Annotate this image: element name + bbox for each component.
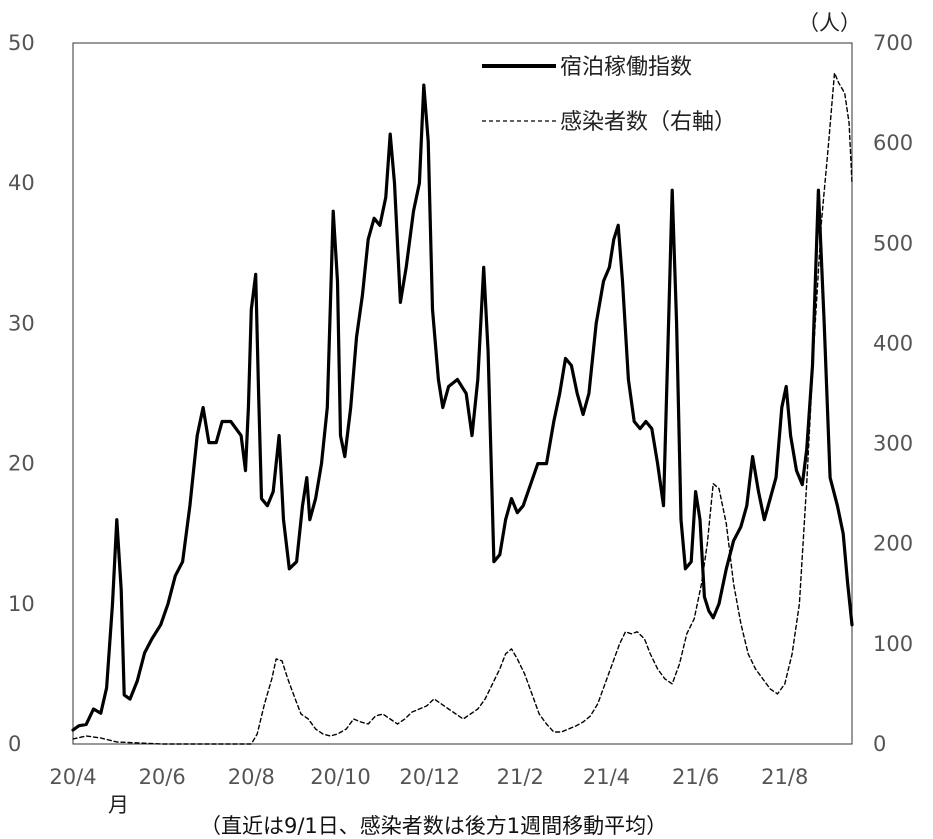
left-tick-label: 20	[8, 452, 35, 476]
x-tick-label: 20/6	[139, 765, 186, 789]
right-axis-unit-label: （人）	[798, 11, 861, 35]
legend-label-infections: 感染者数（右軸）	[560, 110, 736, 135]
occupancy-series-line	[71, 83, 854, 732]
x-tick-label: 21/8	[761, 765, 808, 789]
x-tick-label: 20/4	[49, 765, 96, 789]
left-tick-label: 50	[8, 31, 35, 55]
left-tick-label: 0	[8, 732, 21, 756]
left-axis-ticks: 0 10 20 30 40 50	[8, 31, 35, 756]
plot-frame	[72, 42, 853, 745]
right-tick-label: 700	[873, 31, 913, 55]
right-tick-label: 100	[873, 632, 913, 656]
right-tick-label: 400	[873, 331, 913, 355]
left-tick-label: 40	[8, 171, 35, 195]
infections-series-line	[72, 72, 853, 745]
right-tick-label: 300	[873, 432, 913, 456]
x-tick-label: 21/4	[583, 765, 630, 789]
x-tick-label: 21/2	[497, 765, 544, 789]
x-tick-label: 21/6	[672, 765, 719, 789]
right-tick-label: 600	[873, 131, 913, 155]
x-axis-unit-label: 月	[108, 793, 129, 817]
right-axis-ticks: 0 100 200 300 400 500 600 700	[873, 31, 913, 756]
right-tick-label: 0	[873, 732, 886, 756]
footnote: （直近は9/1日、感染者数は後方1週間移動平均）	[200, 814, 667, 838]
legend-label-occupancy: 宿泊稼働指数	[560, 55, 692, 80]
x-tick-label: 20/10	[310, 765, 371, 789]
x-tick-label: 20/12	[399, 765, 460, 789]
series-layer	[71, 72, 854, 745]
right-tick-label: 500	[873, 231, 913, 255]
left-tick-label: 10	[8, 592, 35, 616]
left-tick-label: 30	[8, 311, 35, 335]
x-tick-label: 20/8	[228, 765, 275, 789]
legend: 宿泊稼働指数 感染者数（右軸）	[482, 55, 736, 135]
right-tick-label: 200	[873, 532, 913, 556]
x-axis-ticks: 20/4 20/6 20/8 20/10 20/12 21/2 21/4 21/6 21/8	[49, 765, 808, 789]
